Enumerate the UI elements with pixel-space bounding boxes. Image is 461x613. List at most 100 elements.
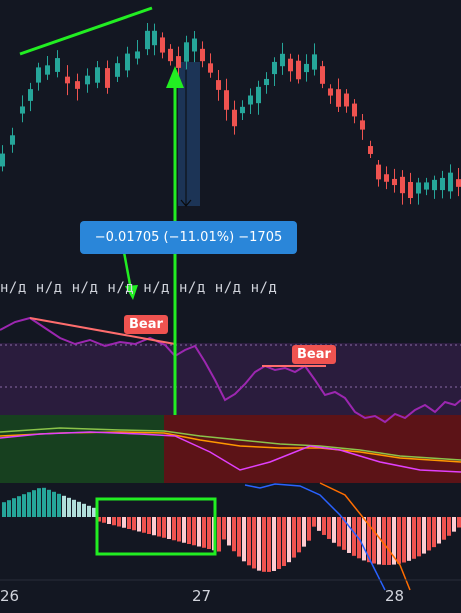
histogram-bar [82, 503, 86, 517]
candle-body [208, 63, 213, 73]
ma-line-1 [0, 427, 461, 461]
histogram-bar [152, 517, 156, 536]
candle-body [448, 172, 453, 192]
candle-body [392, 178, 397, 186]
histogram-bar [147, 517, 151, 534]
histogram-bar [192, 517, 196, 546]
histogram-bar [72, 499, 76, 517]
histogram-bar [297, 517, 301, 553]
histogram-bar [307, 517, 311, 541]
measure-tooltip: −0.01705 (−11.01%) −1705 [80, 221, 297, 254]
histogram-bar [127, 517, 131, 529]
histogram-bar [7, 500, 11, 517]
histogram-bar [102, 517, 106, 523]
histogram-bar [2, 502, 6, 517]
histogram-bar [442, 517, 446, 540]
histogram-bar [312, 517, 316, 527]
histogram-bar [22, 494, 26, 517]
candle-body [85, 75, 90, 85]
candle-body [384, 174, 389, 182]
histogram-bar [107, 517, 111, 524]
histogram-bar [447, 517, 451, 536]
histogram-bar [242, 517, 246, 562]
histogram-bar [437, 517, 441, 544]
histogram-bar [387, 517, 391, 565]
histogram-bar [197, 517, 201, 547]
candle-body [320, 66, 325, 84]
trend-line-annotation [19, 6, 153, 56]
candle-body [400, 176, 405, 194]
candle-body [125, 53, 130, 71]
candle-body [216, 80, 221, 90]
bear-label-2: Bear [292, 345, 336, 364]
histogram-bar [97, 517, 101, 522]
histogram-bar [207, 517, 211, 549]
indicator-values-row: н/д н/д н/д н/д н/д н/д н/д н/д [0, 280, 461, 300]
histogram-bar [367, 517, 371, 563]
candle-body [176, 56, 181, 68]
histogram-bar [37, 488, 41, 517]
indicator-value: н/д [143, 280, 170, 296]
candle-body [264, 78, 269, 86]
histogram-bar [112, 517, 116, 526]
candle-body [75, 81, 80, 89]
histogram-bar [417, 517, 421, 557]
histogram-bar [427, 517, 431, 551]
histogram-bar [137, 517, 141, 532]
histogram-bar [287, 517, 291, 563]
histogram-bar [227, 517, 231, 546]
histogram-bar [182, 517, 186, 543]
candle-body [424, 182, 429, 190]
histogram-bar [352, 517, 356, 556]
indicator-value: н/д [0, 280, 27, 296]
x-tick-28: 28 [385, 587, 405, 605]
measure-arrow [180, 199, 192, 207]
histogram-bar [67, 497, 71, 517]
histogram-bar [17, 496, 21, 517]
histogram-bar [12, 498, 16, 517]
histogram-bar [292, 517, 296, 558]
histogram-bar [92, 507, 96, 517]
candle-body [10, 135, 15, 145]
histogram-bar [332, 517, 336, 543]
indicator-value: н/д [250, 280, 278, 296]
histogram-bar [237, 517, 241, 557]
histogram-bar [42, 487, 46, 517]
histogram-bar [347, 517, 351, 553]
histogram-bar [322, 517, 326, 535]
candle-body [280, 53, 285, 67]
macd-line [244, 483, 386, 591]
candle-body [288, 58, 293, 72]
annotation-arrow-head [166, 66, 184, 88]
histogram-bar [272, 517, 276, 571]
candle-body [240, 106, 245, 114]
candle-body [28, 89, 33, 101]
oscillator-band [0, 343, 461, 415]
candle-body [256, 86, 261, 104]
histogram-bar [222, 517, 226, 540]
indicator-value: н/д [107, 280, 135, 296]
candle-body [160, 37, 165, 53]
candle-body [45, 65, 50, 75]
candle-body [304, 63, 309, 73]
candle-body [152, 30, 157, 46]
candle-body [168, 48, 173, 62]
histogram-bar [87, 505, 91, 517]
candle-body [352, 103, 357, 117]
histogram-bar [432, 517, 436, 548]
candle-body [135, 51, 140, 59]
histogram-bar [377, 517, 381, 565]
histogram-bar [422, 517, 426, 554]
annotation-box [95, 497, 217, 556]
ma-line-3 [0, 431, 461, 473]
indicator-value: н/д [35, 280, 63, 296]
candle-body [248, 95, 253, 105]
histogram-bar [27, 492, 31, 517]
histogram-bar [337, 517, 341, 547]
pointer-arrow-line [122, 251, 133, 291]
candle-body [36, 67, 41, 83]
x-tick-26: 26 [0, 587, 20, 605]
candle-body [0, 153, 5, 167]
